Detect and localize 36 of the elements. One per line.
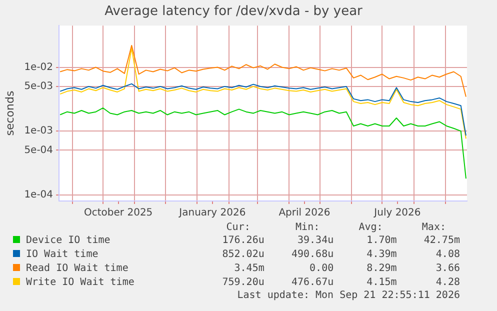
text: Min: (294, 222, 321, 234)
text: Last update: Mon Sep 21 22:55:11 2026 (236, 290, 461, 302)
text: 4.08 (434, 248, 461, 262)
text: 39.34u (296, 234, 335, 248)
text: 176.26u (221, 234, 266, 248)
text: 4.15m (366, 276, 398, 290)
legend-label: Read IO Wait time (25, 262, 130, 276)
text: 759.20u (221, 276, 266, 290)
text: 476.67u (290, 276, 335, 290)
text: 0.00 (308, 262, 335, 276)
y-tick-label: 1e-03 (24, 126, 54, 137)
text: 852.02u (221, 248, 266, 262)
x-tick-label: October 2025 (84, 208, 153, 219)
text: 490.68u (290, 248, 335, 262)
text: 1.70m (366, 234, 398, 248)
text: 4.39m (366, 248, 398, 262)
x-tick-label: January 2026 (178, 208, 246, 219)
text: 3.45m (233, 262, 266, 276)
text: 3.66 (434, 262, 461, 276)
y-tick-label: 1e-02 (24, 62, 54, 73)
y-tick-label: 1e-04 (24, 189, 54, 200)
x-tick-label: April 2026 (278, 208, 330, 219)
text: Max: (420, 222, 447, 234)
y-axis-title: seconds (3, 90, 16, 136)
y-tick-label: 5e-04 (24, 144, 54, 156)
legend-label: IO Wait time (25, 248, 100, 262)
text: 42.75m (422, 234, 461, 248)
y-tick-label: 5e-03 (24, 81, 54, 92)
text: 4.28 (434, 276, 461, 290)
text: 8.29m (366, 262, 398, 276)
chart-title: Average latency for /dev/xvda - by year (104, 4, 364, 20)
legend-label: Device IO time (25, 234, 112, 248)
text: Cur: (225, 222, 252, 234)
legend-label: Write IO Wait time (25, 276, 136, 290)
x-tick-label: July 2026 (373, 208, 421, 219)
text: Avg: (358, 222, 384, 234)
